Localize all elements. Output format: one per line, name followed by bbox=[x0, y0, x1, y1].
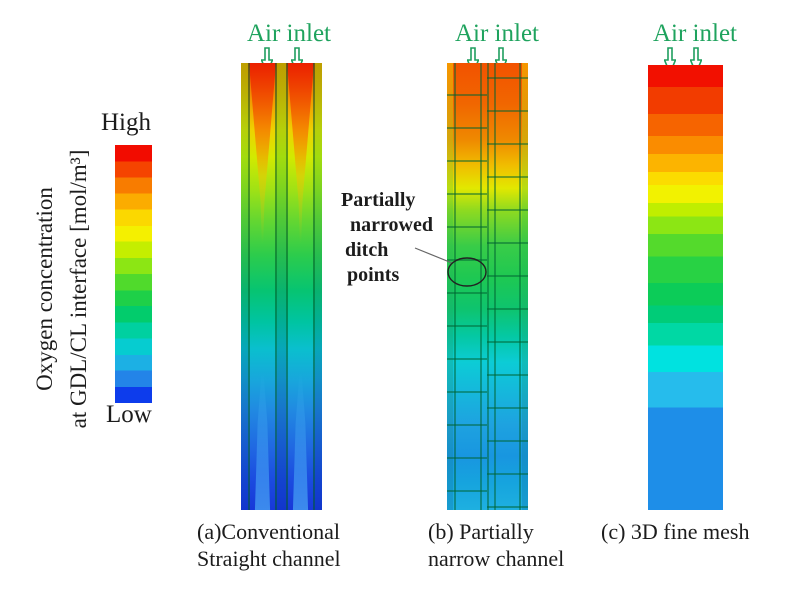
caption-panel-b: (b) Partially narrow channel bbox=[428, 518, 564, 572]
channel-wall-line bbox=[519, 63, 521, 510]
inlet-plume-shape bbox=[287, 63, 314, 268]
contour-panel-a-straight-channel bbox=[241, 63, 322, 510]
caption-line: (a)Conventional bbox=[197, 519, 340, 544]
caption-panel-a: (a)Conventional Straight channel bbox=[197, 518, 341, 572]
contour-panel-c-3d-fine-mesh bbox=[648, 65, 723, 510]
channel-rib-shading bbox=[241, 63, 248, 510]
channel-segment-lines bbox=[487, 63, 528, 510]
channel-wall-line bbox=[275, 63, 277, 510]
caption-line: (b) Partially bbox=[428, 519, 534, 544]
contour-panel-b-narrow-channel bbox=[447, 63, 528, 510]
colorbar-axis-label: Oxygen concentration at GDL/CL interface… bbox=[28, 59, 96, 519]
colorbar-axis-label-line1: Oxygen concentration bbox=[32, 187, 57, 391]
channel-wall-line bbox=[494, 63, 496, 510]
annotation-partially-narrowed-ditch-points: Partially narrowed ditch points bbox=[341, 188, 433, 288]
annotation-line: ditch bbox=[345, 239, 389, 261]
channel-wall-line bbox=[487, 63, 489, 510]
caption-line: (c) 3D fine mesh bbox=[601, 519, 750, 544]
colorbar-axis-label-line2: at GDL/CL interface [mol/m³] bbox=[66, 149, 91, 429]
caption-panel-c: (c) 3D fine mesh bbox=[601, 518, 749, 545]
inlet-plume-shape bbox=[249, 63, 276, 268]
air-inlet-label-c: Air inlet bbox=[652, 20, 737, 47]
channel-wall-line bbox=[248, 63, 250, 510]
channel-wall-line bbox=[480, 63, 482, 510]
caption-line: narrow channel bbox=[428, 546, 565, 571]
annotation-line: Partially bbox=[341, 189, 416, 211]
outlet-plume-shape bbox=[254, 360, 271, 510]
channel-rib-shading bbox=[277, 63, 286, 510]
outlet-plume-shape bbox=[292, 360, 309, 510]
channel-wall-line bbox=[286, 63, 288, 510]
channel-wall-line bbox=[313, 63, 315, 510]
colorbar-gradient bbox=[115, 145, 152, 403]
caption-line: Straight channel bbox=[197, 546, 341, 571]
annotation-line: points bbox=[347, 264, 400, 286]
colorbar-low-label: Low bbox=[106, 401, 152, 428]
channel-rib-shading bbox=[315, 63, 322, 510]
air-inlet-label-b: Air inlet bbox=[454, 20, 539, 47]
colorbar-high-label: High bbox=[101, 109, 151, 136]
channel-wall-line bbox=[454, 63, 456, 510]
annotation-line: narrowed bbox=[350, 214, 433, 236]
air-inlet-label-a: Air inlet bbox=[246, 20, 331, 47]
